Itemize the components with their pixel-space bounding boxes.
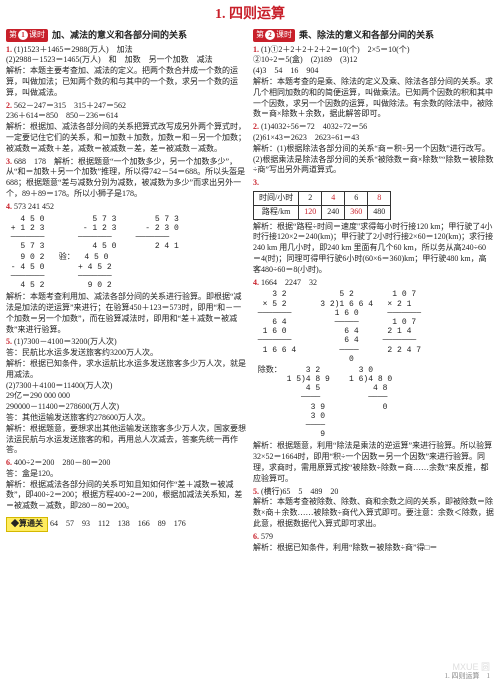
q1: 1. (1)1523＋1465＝2988(万人) 加法 (2)2988－1523… (6, 45, 247, 99)
q4-anal: 解析：本题考查利用加、减法各部分间的关系进行验算。即根据“减法是加法的逆运算”来… (6, 292, 247, 335)
right-lesson-title: 乘、除法的意义和各部分间的关系 (299, 29, 434, 41)
bonus-section: ◆算通关 64 57 93 112 138 166 89 176 (6, 514, 247, 532)
th-4: 4 (322, 192, 345, 206)
th-time: 时间/小时 (254, 192, 299, 206)
q6-txt2: 答：盒是120。 (6, 469, 58, 478)
rq1-l1: (1)①2＋2＋2＋2＋2＝10(个) 2×5＝10(个) (261, 45, 410, 54)
rq3: 3. 时间/小时 2 4 6 8 路程/km 120 240 360 480 解… (253, 178, 494, 275)
rq3-table: 时间/小时 2 4 6 8 路程/km 120 240 360 480 (253, 191, 391, 220)
table-row: 路程/km 120 240 360 480 (254, 205, 391, 219)
rq2-anal: 解析：(1)根据除法各部分间的关系“商＝积÷另一个因数”进行改写。(2)根据乘法… (253, 144, 494, 176)
td-120: 120 (299, 205, 322, 219)
q5-l3: (2)7300＋4100＝11400(万人次) (6, 381, 112, 390)
rq5-num: 5. (253, 487, 259, 496)
q1-num: 1. (6, 45, 12, 54)
q2-num: 2. (6, 101, 12, 110)
rq2-l1: (1)4032÷56＝72 4032÷72＝56 (261, 122, 367, 131)
th-2: 2 (299, 192, 322, 206)
left-lesson-badge: 第 1 课时 (6, 29, 48, 42)
q5-l4: 29亿＝290 000 000 (6, 391, 70, 400)
q4-lead: 573 241 452 (14, 202, 54, 211)
q1-l1: (1)1523＋1465＝2988(万人) 加法 (14, 45, 133, 54)
right-lesson-badge: 第 2 课时 (253, 29, 295, 42)
q2-l1: 562－247＝315 315＋247＝562 (14, 101, 126, 110)
rq4-lead: 1664 2247 32 (261, 278, 317, 287)
left-lesson-header: 第 1 课时 加、减法的意义和各部分间的关系 (6, 29, 247, 42)
badge-tail: 课时 (29, 30, 45, 41)
q5: 5. (1)7300－4100＝3200(万人次) 答：民航比水运多发送旅客约3… (6, 337, 247, 456)
q2-anal: 解析：根据加、减法各部分间的关系把算式改写成另外两个算式时，一定要记住它们的关系… (6, 122, 247, 154)
rq6: 6. 579 解析：根据已知条件，利用“除数＝被除数÷商”得□＝ (253, 532, 494, 554)
rq2: 2. (1)4032÷56＝72 4032÷72＝56 (2)61×43＝262… (253, 122, 494, 176)
q5-l1: (1)7300－4100＝3200(万人次) (14, 337, 117, 346)
q4-num: 4. (6, 202, 12, 211)
q4-arith1: 4 5 0 5 7 3 5 7 3 + 1 2 3 - 1 2 3 - 2 3 … (6, 215, 247, 252)
rq6-anal: 解析：根据已知条件，利用“除数＝被除数÷商”得□＝ (253, 543, 494, 554)
left-column: 第 1 课时 加、减法的意义和各部分间的关系 1. (1)1523＋1465＝2… (6, 29, 247, 556)
watermark: MXUE 圆 (452, 661, 490, 673)
q3-txt: 688 178 解析：根据题意“一个加数多少，另一个加数多少”，从“和＝加数＋另… (6, 157, 245, 198)
q5-l6: 答：其他运输发送旅客约278600万人次。 (6, 413, 150, 422)
rq4: 4. 1664 2247 32 3 2 5 2 1 0 7 × 5 2 3 2)… (253, 278, 494, 485)
rq4-num: 4. (253, 278, 259, 287)
td-480: 480 (368, 205, 391, 219)
q2: 2. 562－247＝315 315＋247＝562 236＋614＝850 8… (6, 101, 247, 155)
q2-l2: 236＋614＝850 850－236＝614 (6, 111, 118, 120)
right-column: 第 2 课时 乘、除法的意义和各部分间的关系 1. (1)①2＋2＋2＋2＋2＝… (253, 29, 494, 556)
q4-arith2: 9 0 2 验： 4 5 0 - 4 5 0 + 4 5 2 ─────── ─… (6, 253, 247, 290)
q1-anal: 解析：本题主要考查加、减法的定义。把两个数合并成一个数的运算，叫做加法；已知两个… (6, 66, 247, 98)
rq5-txt: (横行)65 5 489 20 (261, 487, 338, 496)
rq5-anal: 解析：本题考查被除数、除数、商和余数之间的关系，即被除数＝除数×商＋余数……被除… (253, 497, 494, 529)
td-360: 360 (345, 205, 368, 219)
q5-l5: 290000－11400＝278600(万人次) (6, 402, 119, 411)
rq1-anal: 解析：本题考查的是乘、除法的定义及乘、除法各部分间的关系。求几个相同加数的和的简… (253, 77, 494, 120)
badge-number: 2 (265, 30, 275, 40)
main-title: 1. 四则运算 (0, 0, 500, 29)
rq6-num: 6. (253, 532, 259, 541)
rq4-anal: 解析：根据题意，利用“除法是乘法的逆运算”来进行验算。所以验算32×52＝166… (253, 441, 494, 484)
td-dist: 路程/km (254, 205, 299, 219)
q6-num: 6. (6, 458, 12, 467)
q6-txt: 400÷2＝200 280－80＝200 (14, 458, 110, 467)
q1-l2: (2)2988－1523＝1465(万人) 和 加数 另一个加数 减法 (6, 55, 213, 64)
q5-l7: 解析：根据题意，要想求出其他运输发送旅客多少万人次，国家要想法运民航与水运发送旅… (6, 424, 247, 456)
columns-wrap: 第 1 课时 加、减法的意义和各部分间的关系 1. (1)1523＋1465＝2… (0, 29, 500, 560)
table-row: 时间/小时 2 4 6 8 (254, 192, 391, 206)
rq1-l2: ②10÷2＝5(盒) (2)189 (3)12 (253, 55, 357, 64)
q6-anal: 解析：根据减法各部分间的关系可知且知如何作“差＋减数＝被减数”，即400÷2＝2… (6, 480, 247, 512)
badge-number: 1 (18, 30, 28, 40)
q5-l2: 答：民航比水运多发送旅客约3200万人次。 (6, 348, 158, 357)
rq3-anal: 解析：根据“路程÷时间＝速度"求得每小时行接120 km；甲行驶了4小时行接12… (253, 222, 494, 276)
q5-num: 5. (6, 337, 12, 346)
rq4-arith2: 除数： 3 2 3 0 1 5)4 8 9 1 6)4 8 0 4 5 4 8 … (253, 366, 494, 440)
rq4-arith: 3 2 5 2 1 0 7 × 5 2 3 2)1 6 6 4 × 2 1 ──… (253, 290, 494, 364)
rq1: 1. (1)①2＋2＋2＋2＋2＝10(个) 2×5＝10(个) ②10÷2＝5… (253, 45, 494, 121)
rq3-num: 3. (253, 178, 259, 187)
badge-word: 第 (256, 30, 264, 41)
rq1-num: 1. (253, 45, 259, 54)
bonus-badge: ◆算通关 (6, 517, 48, 532)
q3: 3. 688 178 解析：根据题意“一个加数多少，另一个加数多少”，从“和＝加… (6, 157, 247, 200)
badge-tail: 课时 (276, 30, 292, 41)
badge-word: 第 (9, 30, 17, 41)
q3-num: 3. (6, 157, 12, 166)
right-lesson-header: 第 2 课时 乘、除法的意义和各部分间的关系 (253, 29, 494, 42)
th-8: 8 (368, 192, 391, 206)
rq2-num: 2. (253, 122, 259, 131)
q4: 4. 573 241 452 4 5 0 5 7 3 5 7 3 + 1 2 3… (6, 202, 247, 335)
rq5: 5. (横行)65 5 489 20 解析：本题考查被除数、除数、商和余数之间的… (253, 487, 494, 530)
rq1-l3: (4)3 54 16 904 (253, 66, 318, 75)
rq6-txt: 579 (261, 532, 273, 541)
rq2-l2: (2)61×43＝2623 2623÷61＝43 (253, 133, 359, 142)
td-240: 240 (322, 205, 345, 219)
th-6: 6 (345, 192, 368, 206)
bonus-txt: 64 57 93 112 138 166 89 176 (50, 519, 186, 528)
left-lesson-title: 加、减法的意义和各部分间的关系 (52, 29, 187, 41)
q5-l2a: 解析：根据已知条件，求水运航比水运多发送旅客多少万人次，就是用减法。 (6, 359, 247, 381)
q6: 6. 400÷2＝200 280－80＝200 答：盒是120。 解析：根据减法… (6, 458, 247, 512)
